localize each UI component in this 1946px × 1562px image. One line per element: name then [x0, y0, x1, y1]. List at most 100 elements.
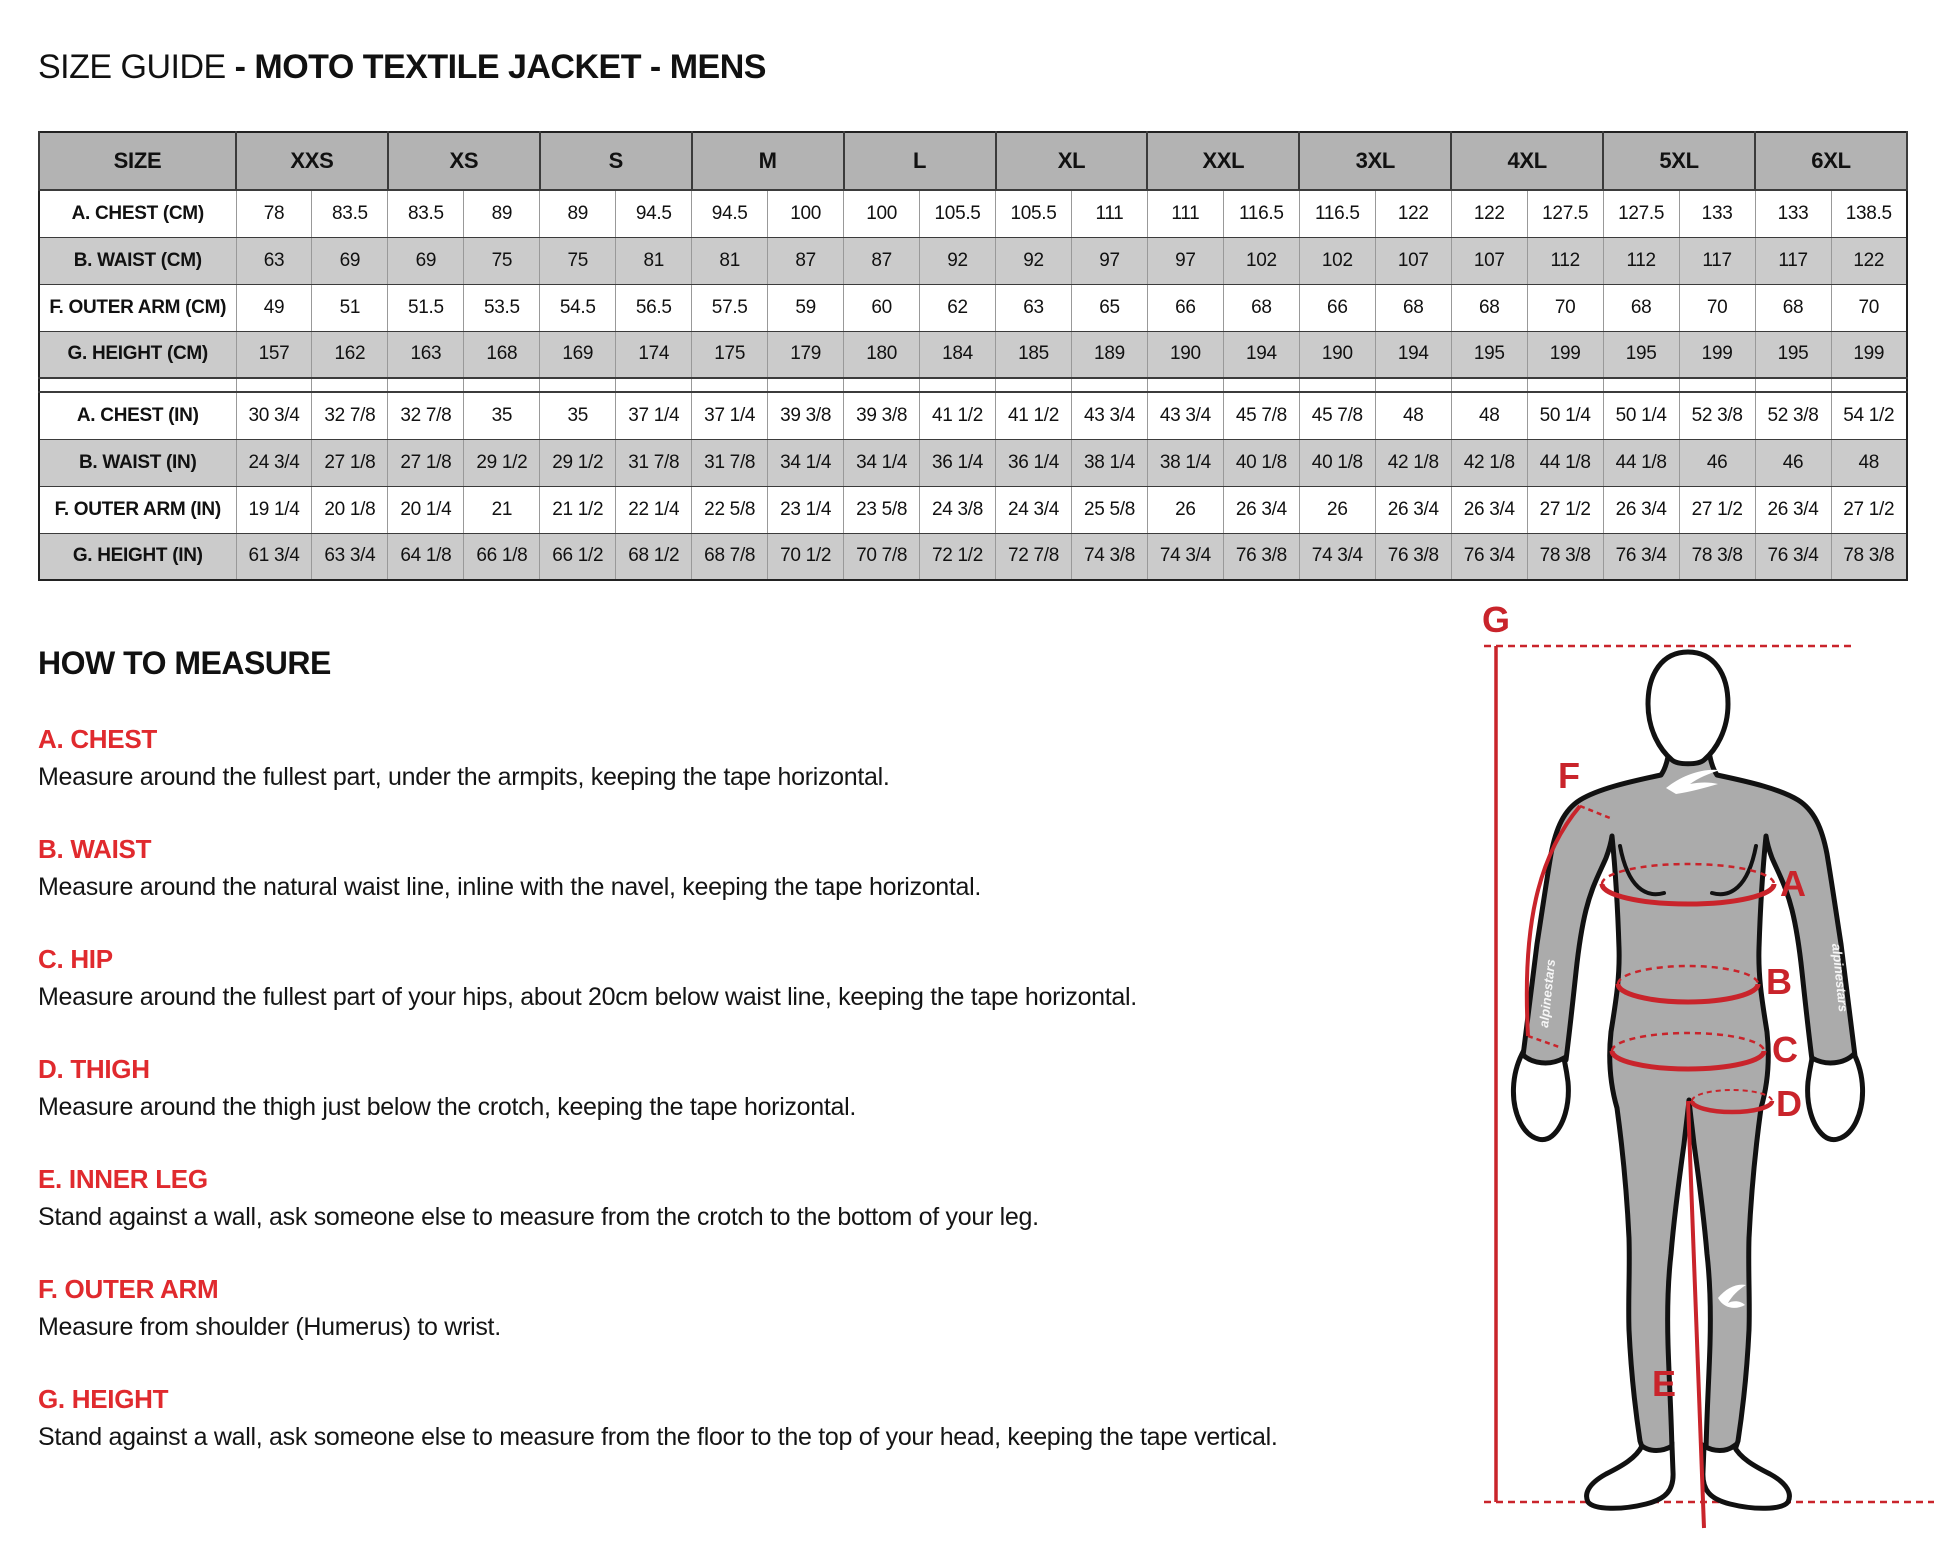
table-cell: 189: [1070, 330, 1148, 379]
table-cell: 102: [1298, 236, 1376, 285]
table-cell: 76 3/4: [1754, 532, 1832, 581]
table-cell: 40 1/8: [1222, 438, 1300, 487]
table-cell: 133: [1678, 189, 1756, 238]
table-cell: 81: [615, 236, 693, 285]
size-column-header: 4XL: [1450, 131, 1605, 191]
table-cell: 69: [387, 236, 465, 285]
table-cell: 53.5: [463, 283, 541, 332]
table-cell: 122: [1830, 236, 1908, 285]
table-cell: 24 3/4: [995, 485, 1072, 534]
foot-left: [1584, 1441, 1676, 1511]
table-cell: 26 3/4: [1374, 485, 1452, 534]
table-cell: 78: [235, 189, 313, 238]
gap-cell: [1070, 377, 1148, 393]
chest-contour-left: [1618, 844, 1666, 897]
row-label: B. WAIST (CM): [38, 236, 237, 285]
table-cell: 76 3/4: [1602, 532, 1680, 581]
table-cell: 70: [1678, 283, 1756, 332]
table-cell: 138.5: [1830, 189, 1908, 238]
table-cell: 48: [1374, 391, 1452, 440]
measure-section: E. INNER LEG Stand against a wall, ask so…: [38, 1164, 1458, 1232]
waist-ellipse-front: [1615, 983, 1761, 1005]
table-cell: 26 3/4: [1222, 485, 1300, 534]
table-cell: 63: [995, 283, 1072, 332]
measure-section-title: E. INNER LEG: [38, 1164, 208, 1194]
outer-arm-bottom-tick: [1527, 1034, 1563, 1050]
table-cell: 75: [539, 236, 617, 285]
table-cell: 133: [1754, 189, 1832, 238]
table-cell: 32 7/8: [387, 391, 465, 440]
gap-cell: [615, 377, 693, 393]
table-cell: 41 1/2: [995, 391, 1072, 440]
table-cell: 39 3/8: [843, 391, 921, 440]
table-cell: 74 3/8: [1070, 532, 1148, 581]
table-cell: 39 3/8: [767, 391, 845, 440]
table-cell: 34 1/4: [767, 438, 845, 487]
table-cell: 57.5: [691, 283, 769, 332]
table-cell: 24 3/8: [919, 485, 997, 534]
table-row: B. WAIST (IN) 24 3/4 27 1/8 27 1/8 29 1/2 29 …: [38, 438, 1908, 487]
table-cell: 66: [1298, 283, 1376, 332]
table-cell: 26 3/4: [1450, 485, 1528, 534]
table-cell: 29 1/2: [539, 438, 617, 487]
table-cell: 70 7/8: [843, 532, 921, 581]
table-cell: 42 1/8: [1450, 438, 1528, 487]
gap-cell: [1602, 377, 1680, 393]
table-cell: 83.5: [311, 189, 389, 238]
table-cell: 48: [1830, 438, 1908, 487]
size-column-header: S: [538, 131, 693, 191]
outer-arm-measure-line: [1524, 804, 1582, 1037]
table-cell: 52 3/8: [1754, 391, 1832, 440]
table-cell: 27 1/2: [1526, 485, 1604, 534]
size-corner-header: SIZE: [38, 131, 237, 191]
table-cell: 42 1/8: [1374, 438, 1452, 487]
page-title-product: - MOTO TEXTILE JACKET - MENS: [234, 48, 767, 86]
table-cell: 45 7/8: [1222, 391, 1300, 440]
table-cell: 56.5: [615, 283, 693, 332]
table-cell: 94.5: [691, 189, 769, 238]
table-cell: 87: [843, 236, 921, 285]
table-cell: 83.5: [387, 189, 465, 238]
measure-section-title: F. OUTER ARM: [38, 1274, 219, 1304]
table-cell: 36 1/4: [919, 438, 997, 487]
table-cell: 27 1/8: [387, 438, 465, 487]
table-cell: 169: [539, 330, 617, 379]
table-cell: 23 5/8: [843, 485, 921, 534]
table-cell: 195: [1450, 330, 1528, 379]
table-cell: 78 3/8: [1678, 532, 1756, 581]
table-cell: 194: [1374, 330, 1452, 379]
table-cell: 51: [311, 283, 389, 332]
table-cell: 184: [919, 330, 997, 379]
measure-section-description: Measure from shoulder (Humerus) to wrist…: [38, 1313, 501, 1341]
table-cell: 111: [1070, 189, 1148, 238]
table-cell: 66 1/2: [539, 532, 617, 581]
table-cell: 94.5: [615, 189, 693, 238]
table-cell: 68: [1754, 283, 1832, 332]
table-cell: 50 1/4: [1602, 391, 1680, 440]
table-cell: 179: [767, 330, 845, 379]
table-cell: 102: [1222, 236, 1300, 285]
measure-section-title: G. HEIGHT: [38, 1384, 169, 1414]
table-cell: 65: [1070, 283, 1148, 332]
gap-cell: [1298, 377, 1376, 393]
table-cell: 97: [1146, 236, 1224, 285]
gap-cell: [387, 377, 465, 393]
table-cell: 70 1/2: [767, 532, 845, 581]
how-to-measure-heading: HOW TO MEASURE: [38, 645, 331, 681]
label-d: D: [1776, 1083, 1802, 1124]
table-cell: 74 3/4: [1146, 532, 1224, 581]
table-cell: 175: [691, 330, 769, 379]
table-cell: 26: [1146, 485, 1224, 534]
main-content: SIZE GUIDE - MOTO TEXTILE JACKET - MENS …: [38, 48, 1908, 1452]
table-row: F. OUTER ARM (CM) 49 51 51.5 53.5 54.5 56.5 57.…: [38, 283, 1908, 332]
measurement-diagram: G alpinestars alpinestars F: [1476, 596, 1946, 1562]
table-cell: 54.5: [539, 283, 617, 332]
measure-section: G. HEIGHT Stand against a wall, ask someo…: [38, 1384, 1458, 1452]
size-column-header: XS: [386, 131, 541, 191]
measure-section-description: Measure around the fullest part, under t…: [38, 763, 890, 791]
table-cell: 92: [995, 236, 1072, 285]
head: [1645, 649, 1731, 767]
table-cell: 38 1/4: [1070, 438, 1148, 487]
inner-leg-measure-line: [1686, 1100, 1706, 1529]
